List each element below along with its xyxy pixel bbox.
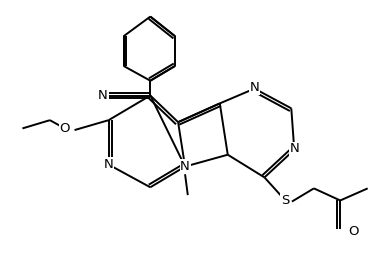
Text: O: O [348,225,358,238]
Text: N: N [98,89,108,102]
Text: N: N [289,142,299,155]
Text: N: N [250,81,259,94]
Text: S: S [281,194,289,207]
Text: O: O [60,123,70,135]
Text: N: N [180,160,190,173]
Text: N: N [104,158,113,171]
